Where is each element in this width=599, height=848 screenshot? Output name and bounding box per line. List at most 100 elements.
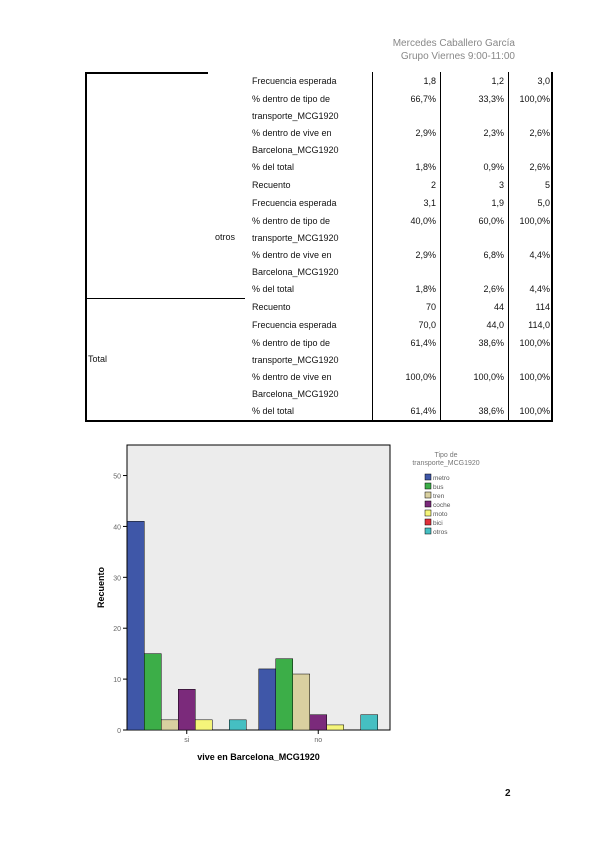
cell: 5 [544, 180, 550, 190]
bar [144, 653, 162, 731]
legend-swatch [424, 509, 432, 517]
row-label: transporte_MCG1920 [252, 111, 339, 121]
y-tick-label: 0 [117, 728, 121, 735]
cell: 2 [430, 180, 436, 190]
cell: 6,8% [483, 250, 504, 260]
row-label: Barcelona_MCG1920 [252, 145, 339, 155]
row-label: Frecuencia esperada [252, 76, 337, 86]
row-label: Barcelona_MCG1920 [252, 267, 339, 277]
row-label: Frecuencia esperada [252, 198, 337, 208]
bar [309, 714, 327, 731]
cell: 2,9% [415, 250, 436, 260]
cell: 40,0% [410, 216, 436, 226]
border [85, 72, 87, 420]
cell: 5,0 [537, 198, 550, 208]
cell: 3 [498, 180, 504, 190]
cell: 100,0% [519, 406, 550, 416]
rule [85, 298, 245, 299]
cell: 2,6% [483, 284, 504, 294]
cell: 0,9% [483, 162, 504, 172]
y-tick-label: 50 [113, 474, 121, 481]
cell: 33,3% [478, 94, 504, 104]
row-label: Recuento [252, 302, 291, 312]
legend-label: coche [433, 502, 451, 509]
y-tick-label: 30 [113, 575, 121, 582]
bar [161, 719, 179, 731]
legend-swatch [424, 527, 432, 535]
row-label: % dentro de vive en [252, 372, 332, 382]
bar [326, 724, 344, 731]
author: Mercedes Caballero García [392, 38, 515, 49]
x-tick-label: si [184, 737, 190, 744]
cell: 4,4% [529, 284, 550, 294]
cell: 38,6% [478, 406, 504, 416]
bar [275, 658, 293, 731]
row-label: Frecuencia esperada [252, 320, 337, 330]
cell: 66,7% [410, 94, 436, 104]
group: Grupo Viernes 9:00-11:00 [400, 51, 515, 62]
rule [440, 72, 441, 420]
row-label: % dentro de vive en [252, 250, 332, 260]
border [551, 72, 553, 420]
cell: 70,0 [418, 320, 436, 330]
page-number: 2 [505, 788, 511, 799]
group-label: Total [88, 354, 108, 364]
cell: 3,1 [423, 198, 436, 208]
cell: 2,9% [415, 128, 436, 138]
row-label: % dentro de vive en [252, 128, 332, 138]
cell: 61,4% [410, 338, 436, 348]
bar [360, 714, 378, 731]
cell: 100,0% [519, 94, 550, 104]
rule [508, 72, 509, 420]
legend-swatch [424, 473, 432, 481]
bar [258, 668, 276, 731]
bar [195, 719, 213, 731]
cell: 44,0 [486, 320, 504, 330]
legend-swatch [424, 500, 432, 508]
bar [292, 673, 310, 731]
bar [178, 689, 196, 731]
row-label: transporte_MCG1920 [252, 233, 339, 243]
row-label: % dentro de tipo de [252, 338, 331, 348]
cell: 1,9 [491, 198, 504, 208]
row-label: % del total [252, 284, 295, 294]
x-tick-label: no [314, 737, 322, 744]
cell: 70 [425, 302, 436, 312]
cell: 2,6% [529, 162, 550, 172]
cell: 1,8% [415, 284, 436, 294]
cell: 100,0% [519, 216, 550, 226]
y-tick-label: 40 [113, 524, 121, 531]
legend-label: metro [433, 475, 450, 482]
legend-label: otros [433, 529, 448, 536]
cell: 38,6% [478, 338, 504, 348]
cell: 2,3% [483, 128, 504, 138]
legend-title: transporte_MCG1920 [412, 460, 479, 467]
row-label: Recuento [252, 180, 291, 190]
legend-label: bici [433, 520, 443, 527]
cell: 100,0% [519, 372, 550, 382]
y-tick-label: 20 [113, 626, 121, 633]
cell: 114,0 [528, 320, 550, 330]
legend-swatch [424, 482, 432, 490]
y-tick-label: 10 [113, 677, 121, 684]
row-label: % dentro de tipo de [252, 216, 331, 226]
legend-label: bus [433, 484, 444, 491]
rule [372, 72, 373, 420]
legend-label: moto [433, 511, 448, 518]
legend-label: tren [433, 493, 445, 500]
group-label: otros [215, 232, 236, 242]
cell: 100,0% [405, 372, 436, 382]
row-label: % del total [252, 406, 295, 416]
border [85, 72, 208, 74]
legend-swatch [424, 518, 432, 526]
bar [229, 719, 247, 731]
legend-swatch [424, 491, 432, 499]
y-axis-label: Recuento [96, 567, 106, 609]
cell: 2,6% [529, 128, 550, 138]
cell: 61,4% [410, 406, 436, 416]
legend-title: Tipo de [434, 452, 457, 459]
row-label: % dentro de tipo de [252, 94, 331, 104]
cell: 44 [493, 302, 504, 312]
row-label: % del total [252, 162, 295, 172]
